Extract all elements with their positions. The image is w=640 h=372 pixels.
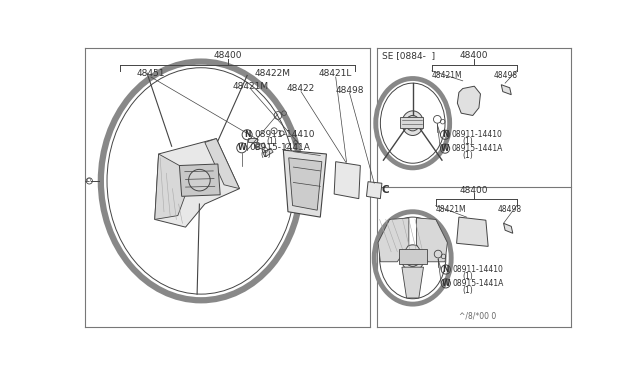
- Polygon shape: [263, 148, 273, 157]
- Text: N: N: [244, 130, 250, 139]
- Polygon shape: [504, 223, 513, 233]
- Text: W: W: [441, 144, 449, 153]
- Text: N: N: [443, 265, 449, 274]
- Polygon shape: [401, 117, 424, 128]
- Polygon shape: [289, 158, 322, 210]
- Polygon shape: [155, 154, 193, 219]
- Bar: [399, 249, 427, 264]
- Text: 48422M: 48422M: [255, 70, 291, 78]
- Ellipse shape: [406, 115, 420, 131]
- Ellipse shape: [402, 111, 424, 135]
- Polygon shape: [284, 150, 326, 217]
- Ellipse shape: [401, 245, 424, 271]
- Text: 08915-1441A: 08915-1441A: [452, 144, 503, 153]
- Polygon shape: [458, 86, 481, 115]
- Text: (1): (1): [462, 286, 473, 295]
- Text: (1): (1): [266, 137, 277, 146]
- Text: 08915-1441A: 08915-1441A: [452, 279, 504, 288]
- Text: (1): (1): [462, 272, 473, 281]
- Text: N: N: [442, 130, 448, 139]
- Text: 48498: 48498: [493, 71, 518, 80]
- Text: SE [0884-  ]: SE [0884- ]: [382, 51, 435, 60]
- Text: 48400: 48400: [460, 51, 488, 60]
- Polygon shape: [367, 182, 382, 199]
- Text: 48422: 48422: [287, 84, 315, 93]
- Polygon shape: [179, 164, 220, 196]
- Text: 48400: 48400: [214, 51, 242, 60]
- Polygon shape: [255, 143, 266, 150]
- Text: (1): (1): [462, 151, 473, 160]
- Text: 48421M: 48421M: [432, 71, 463, 80]
- Polygon shape: [205, 139, 239, 189]
- Text: 08911-14410: 08911-14410: [452, 130, 503, 139]
- Text: (1): (1): [462, 137, 473, 146]
- Ellipse shape: [189, 169, 210, 191]
- Text: ^/8/*00 0: ^/8/*00 0: [459, 311, 496, 320]
- Text: W: W: [442, 279, 450, 288]
- Text: C: C: [382, 185, 390, 195]
- Polygon shape: [334, 162, 360, 199]
- Polygon shape: [155, 139, 239, 227]
- Polygon shape: [417, 218, 447, 262]
- Polygon shape: [402, 267, 424, 298]
- Text: 48451: 48451: [137, 70, 165, 78]
- Text: 08911-14410: 08911-14410: [254, 130, 315, 139]
- Text: 48498: 48498: [497, 205, 522, 214]
- Text: 08911-14410: 08911-14410: [452, 265, 504, 274]
- Text: 08915-1441A: 08915-1441A: [250, 143, 310, 152]
- Text: 48421M: 48421M: [436, 205, 467, 214]
- Text: O: O: [87, 179, 92, 183]
- Polygon shape: [501, 85, 511, 95]
- Text: (1): (1): [260, 150, 271, 159]
- Polygon shape: [456, 217, 488, 246]
- Text: 48400: 48400: [460, 186, 488, 195]
- Text: 48421L: 48421L: [319, 70, 353, 78]
- Polygon shape: [248, 138, 257, 142]
- Text: 48421M: 48421M: [233, 82, 269, 91]
- Text: W: W: [237, 143, 246, 152]
- Ellipse shape: [405, 250, 420, 266]
- Polygon shape: [378, 218, 409, 262]
- Text: 48498: 48498: [335, 86, 364, 94]
